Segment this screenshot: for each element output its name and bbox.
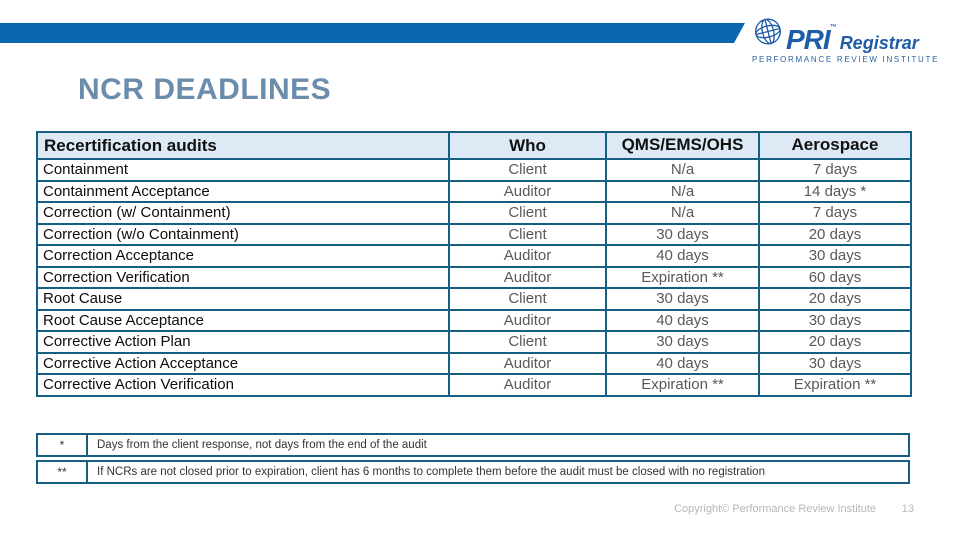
table-row: Correction Acceptance Auditor 40 days 30 da… [36, 244, 912, 268]
row-value-cell: 30 days [605, 222, 760, 246]
row-value-cell: 30 days [605, 287, 760, 311]
ncr-deadlines-table: Recertification audits Who QMS/EMS/OHS A… [36, 131, 912, 397]
table-row: Containment Acceptance Auditor N/a 14 days … [36, 179, 912, 203]
footnote-text: Days from the client response, not days … [88, 433, 910, 457]
row-value-cell: Auditor [448, 351, 607, 375]
row-value-cell: 30 days [758, 244, 912, 268]
table-body: Containment Client N/a 7 days Containment Ac… [36, 158, 912, 397]
row-value-cell: Client [448, 287, 607, 311]
header-aerospace: Aerospace [758, 131, 912, 160]
table-row: Corrective Action Acceptance Auditor 40 da… [36, 351, 912, 375]
footnote-single-asterisk: * Days from the client response, not day… [36, 433, 910, 457]
footnote-double-asterisk: ** If NCRs are not closed prior to expir… [36, 460, 910, 484]
copyright-text: Copyright© Performance Review Institute [674, 503, 876, 515]
row-value-cell: Auditor [448, 244, 607, 268]
row-value-cell: Auditor [448, 179, 607, 203]
footnote-marker: ** [36, 460, 88, 484]
row-value-cell: 30 days [605, 330, 760, 354]
row-value-cell: 60 days [758, 265, 912, 289]
row-value-cell: Expiration ** [605, 265, 760, 289]
row-label-cell: Correction (w/ Containment) [36, 201, 450, 225]
row-label-cell: Corrective Action Verification [36, 373, 450, 397]
row-value-cell: 14 days * [758, 179, 912, 203]
row-label-cell: Containment Acceptance [36, 179, 450, 203]
row-value-cell: 20 days [758, 222, 912, 246]
header-who: Who [448, 131, 607, 160]
row-value-cell: Auditor [448, 265, 607, 289]
table-row: Correction (w/ Containment) Client N/a 7 da… [36, 201, 912, 225]
row-value-cell: 40 days [605, 351, 760, 375]
header-qms-ems-ohs: QMS/EMS/OHS [605, 131, 760, 160]
row-value-cell: Auditor [448, 373, 607, 397]
logo-brand-text: PRI™ [786, 23, 837, 55]
row-value-cell: Client [448, 330, 607, 354]
row-value-cell: 30 days [758, 351, 912, 375]
row-value-cell: Client [448, 158, 607, 182]
logo-registrar-text: Registrar [839, 33, 919, 53]
table-row: Corrective Action Verification Auditor Exp… [36, 373, 912, 397]
row-label-cell: Root Cause Acceptance [36, 308, 450, 332]
slide-title: NCR DEADLINES [78, 73, 332, 106]
table-row: Correction Verification Auditor Expiration… [36, 265, 912, 289]
footnote-text: If NCRs are not closed prior to expirati… [88, 460, 910, 484]
footnotes: * Days from the client response, not day… [36, 433, 910, 487]
footnote-marker: * [36, 433, 88, 457]
row-value-cell: 7 days [758, 201, 912, 225]
table-row: Containment Client N/a 7 days [36, 158, 912, 182]
table-header-row: Recertification audits Who QMS/EMS/OHS A… [36, 131, 912, 160]
table-row: Corrective Action Plan Client 30 days 20 da… [36, 330, 912, 354]
row-value-cell: 7 days [758, 158, 912, 182]
row-label-cell: Root Cause [36, 287, 450, 311]
row-label-cell: Corrective Action Plan [36, 330, 450, 354]
row-label-cell: Containment [36, 158, 450, 182]
row-value-cell: Auditor [448, 308, 607, 332]
row-value-cell: Expiration ** [605, 373, 760, 397]
logo-row: PRI™ Registrar [752, 16, 938, 55]
row-value-cell: N/a [605, 201, 760, 225]
row-value-cell: 40 days [605, 244, 760, 268]
page-number: 13 [901, 503, 914, 515]
top-accent-bar [0, 23, 745, 43]
row-label-cell: Correction Acceptance [36, 244, 450, 268]
row-value-cell: Client [448, 222, 607, 246]
row-value-cell: Expiration ** [758, 373, 912, 397]
globe-icon [752, 16, 784, 52]
header-recertification-audits: Recertification audits [36, 131, 450, 160]
row-label-cell: Correction Verification [36, 265, 450, 289]
row-label-cell: Corrective Action Acceptance [36, 351, 450, 375]
row-value-cell: 20 days [758, 287, 912, 311]
row-label-cell: Correction (w/o Containment) [36, 222, 450, 246]
row-value-cell: Client [448, 201, 607, 225]
logo-tagline: PERFORMANCE REVIEW INSTITUTE [752, 55, 940, 64]
trademark-symbol: ™ [829, 23, 837, 31]
table-row: Root Cause Acceptance Auditor 40 days 30 da… [36, 308, 912, 332]
row-value-cell: 20 days [758, 330, 912, 354]
row-value-cell: N/a [605, 179, 760, 203]
row-value-cell: 40 days [605, 308, 760, 332]
table-row: Correction (w/o Containment) Client 30 day… [36, 222, 912, 246]
row-value-cell: 30 days [758, 308, 912, 332]
table-row: Root Cause Client 30 days 20 days [36, 287, 912, 311]
row-value-cell: N/a [605, 158, 760, 182]
pri-registrar-logo: PRI™ Registrar PERFORMANCE REVIEW INSTIT… [752, 16, 938, 64]
